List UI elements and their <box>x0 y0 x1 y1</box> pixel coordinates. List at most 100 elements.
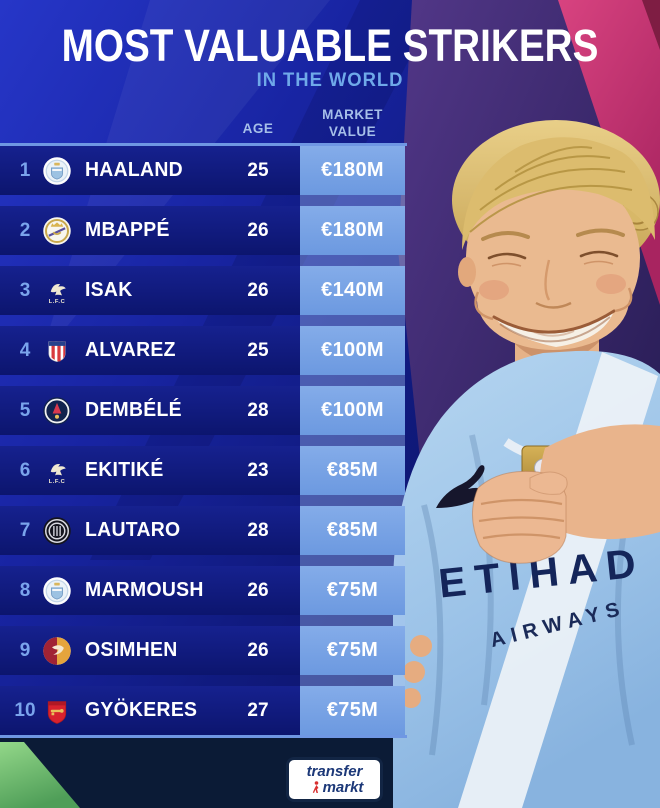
hair-strand <box>514 146 593 173</box>
player-age: 28 <box>247 399 269 421</box>
squinting-eye <box>487 252 527 260</box>
eye-crease <box>583 260 614 265</box>
club-badge-liverpool-icon: L.F.C <box>42 276 72 306</box>
rank-number: 4 <box>19 339 31 361</box>
club-badge-arsenal-icon <box>42 696 72 726</box>
transfermarkt-logo-line1: transfer <box>306 762 363 780</box>
table-top-border <box>0 143 407 146</box>
player-age: 23 <box>247 459 269 481</box>
upper-lip <box>492 309 616 334</box>
transfermarkt-logo-line2: markt <box>322 778 364 796</box>
transfermarkt-mascot-icon <box>312 781 319 793</box>
smile <box>494 311 614 347</box>
page-subtitle: IN THE WORLD <box>256 70 404 91</box>
player-age: 26 <box>247 279 269 301</box>
thumb <box>529 471 568 495</box>
player-name: EKITIKÉ <box>85 459 164 481</box>
table-row: 7 LAUTARO 28 €85M <box>0 506 405 555</box>
table-row: 2 MBAPPÉ 26 €180M <box>0 206 405 255</box>
club-badge-galatasaray-icon <box>42 636 72 666</box>
rank-number: 3 <box>19 279 31 301</box>
hair-strand <box>479 168 626 211</box>
eyebrow <box>481 231 530 241</box>
rank-number: 1 <box>19 159 31 181</box>
table-row: 3 L.F.C ISAK 26 €140M <box>0 266 405 315</box>
market-value: €180M <box>300 206 405 255</box>
rank-number: 9 <box>19 639 31 661</box>
column-header-market-value: MARKET VALUE <box>300 106 405 141</box>
table-row: 9 OSIMHEN 26 €75M <box>0 626 405 675</box>
market-value: €75M <box>300 686 405 735</box>
market-value: €85M <box>300 506 405 555</box>
player-age: 26 <box>247 579 269 601</box>
cheek-blush <box>596 274 626 294</box>
green-pitch-corner <box>0 742 80 808</box>
market-value: €75M <box>300 566 405 615</box>
squinting-eye <box>579 250 619 258</box>
club-badge-liverpool-icon: L.F.C <box>42 456 72 486</box>
player-name: HAALAND <box>85 159 183 181</box>
table-row: 5 DEMBÉLÉ 28 €100M <box>0 386 405 435</box>
club-badge-manchester-city-icon <box>42 576 72 606</box>
smile-dimple <box>614 287 633 313</box>
table-row: 4 ALVAREZ 25 €100M <box>0 326 405 375</box>
hair-strand <box>469 184 633 233</box>
player-name: ALVAREZ <box>85 339 176 361</box>
club-badge-inter-milan-icon <box>42 516 72 546</box>
rank-number: 5 <box>19 399 31 421</box>
haaland-portrait: ETIHAD AIRWAYS <box>393 120 660 808</box>
neck-shadow <box>515 315 599 363</box>
player-name: OSIMHEN <box>85 639 178 661</box>
page-title: MOST VALUABLE STRIKERS <box>61 20 599 71</box>
player-name: MBAPPÉ <box>85 219 170 241</box>
rank-number: 6 <box>19 459 31 481</box>
rank-number: 8 <box>19 579 31 601</box>
market-value: €75M <box>300 626 405 675</box>
smile-dimple <box>474 291 494 321</box>
chin-crease <box>533 330 575 337</box>
hair-front <box>462 137 655 250</box>
puma-logo <box>436 465 486 508</box>
market-value: €100M <box>300 326 405 375</box>
player-age: 25 <box>247 339 269 361</box>
hair-strand <box>494 155 611 191</box>
nose <box>544 259 551 301</box>
column-header-value: VALUE <box>328 124 377 140</box>
finger-line <box>480 498 563 506</box>
table-row: 6 L.F.C EKITIKÉ 23 €85M <box>0 446 405 495</box>
table-row: 8 MARMOUSH 26 €75M <box>0 566 405 615</box>
rank-number: 2 <box>19 219 31 241</box>
finger-line <box>482 533 561 540</box>
market-value: €100M <box>300 386 405 435</box>
market-value: €85M <box>300 446 405 495</box>
eyebrow <box>576 228 625 237</box>
transfermarkt-logo: transfer markt <box>286 757 383 802</box>
player-age: 27 <box>247 699 269 721</box>
player-name: DEMBÉLÉ <box>85 399 182 421</box>
table-bottom-border <box>0 735 407 738</box>
lower-lip <box>499 316 611 343</box>
ear <box>458 257 476 287</box>
table-row: 1 HAALAND 25 €180M <box>0 146 405 195</box>
club-badge-psg-icon <box>42 396 72 426</box>
player-name: MARMOUSH <box>85 579 204 601</box>
rank-number: 7 <box>19 519 31 541</box>
club-badge-manchester-city-icon <box>42 156 72 186</box>
column-header-market: MARKET <box>322 107 383 122</box>
player-age: 28 <box>247 519 269 541</box>
svg-text:L.F.C: L.F.C <box>49 298 66 304</box>
market-value: €180M <box>300 146 405 195</box>
column-header-age: AGE <box>242 121 274 136</box>
fingertip <box>410 635 432 657</box>
fingertip <box>401 688 421 708</box>
club-badge-atletico-madrid-icon <box>42 336 72 366</box>
rank-number: 10 <box>14 699 36 721</box>
player-age: 26 <box>247 219 269 241</box>
player-name: ISAK <box>85 279 133 301</box>
forearm <box>539 424 660 540</box>
eye-crease <box>491 262 522 267</box>
finger-line <box>478 516 565 523</box>
svg-text:L.F.C: L.F.C <box>49 478 66 484</box>
